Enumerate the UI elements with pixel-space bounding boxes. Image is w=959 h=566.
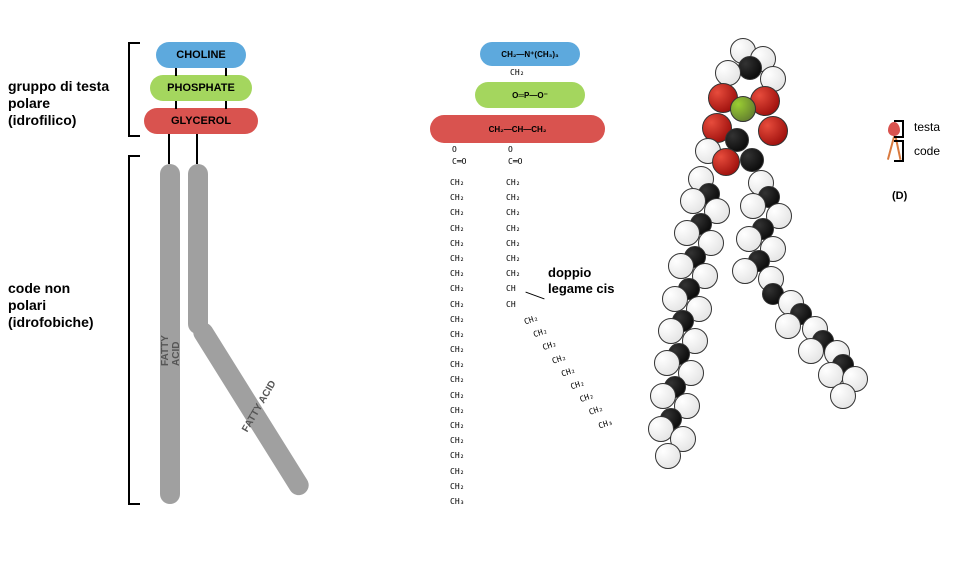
panel-d-label: (D) [892,190,907,203]
bracket-tails [128,155,130,505]
connector [196,134,198,164]
chem-chain-1: O C═O [452,145,466,166]
chain-2a: CH₂CH₂CH₂CH₂CH₂CH₂CH₂CHCH [506,175,520,312]
ch2-label: CH₂ [510,68,524,77]
legend-testa-label: testa [914,120,940,134]
connector [225,101,227,109]
connector [175,68,177,76]
glycerol-pill: GLYCEROL [144,108,258,134]
cis-bond-label: doppio legame cis [548,265,615,296]
legend-code-label: code [914,144,940,158]
tails-group-label: code non polari (idrofobiche) [8,280,94,330]
choline-chem: CH₂—N⁺(CH₃)₃ [480,42,580,66]
bracket-head [128,42,130,137]
fatty-acid-label-1: FATTY ACID [160,316,182,366]
legend-bracket-head [902,120,904,138]
connector [175,101,177,109]
glycerol-chem: CH₂—CH—CH₂ [430,115,605,143]
head-group-label: gruppo di testa polare (idrofilico) [8,78,109,128]
phosphate-pill: PHOSPHATE [150,75,252,101]
cis-pointer [525,292,544,300]
chain-2b: CH₂ CH₂ CH₂ CH₂ CH₂ CH₂ CH₂ CH₂ CH₃ [522,299,615,445]
connector [168,134,170,164]
choline-pill: CHOLINE [156,42,246,68]
phosphate-chem: O═P—O⁻ [475,82,585,108]
fatty-acid-tail-2a [188,164,208,334]
chain-1: CH₂CH₂CH₂CH₂CH₂CH₂CH₂CH₂CH₂CH₂CH₂CH₂CH₂C… [450,175,464,509]
connector [225,68,227,76]
legend-head-icon [888,122,900,136]
space-filling-model [640,38,860,518]
chem-chain-2: O C═O [508,145,522,166]
legend-bracket-tail [902,140,904,162]
